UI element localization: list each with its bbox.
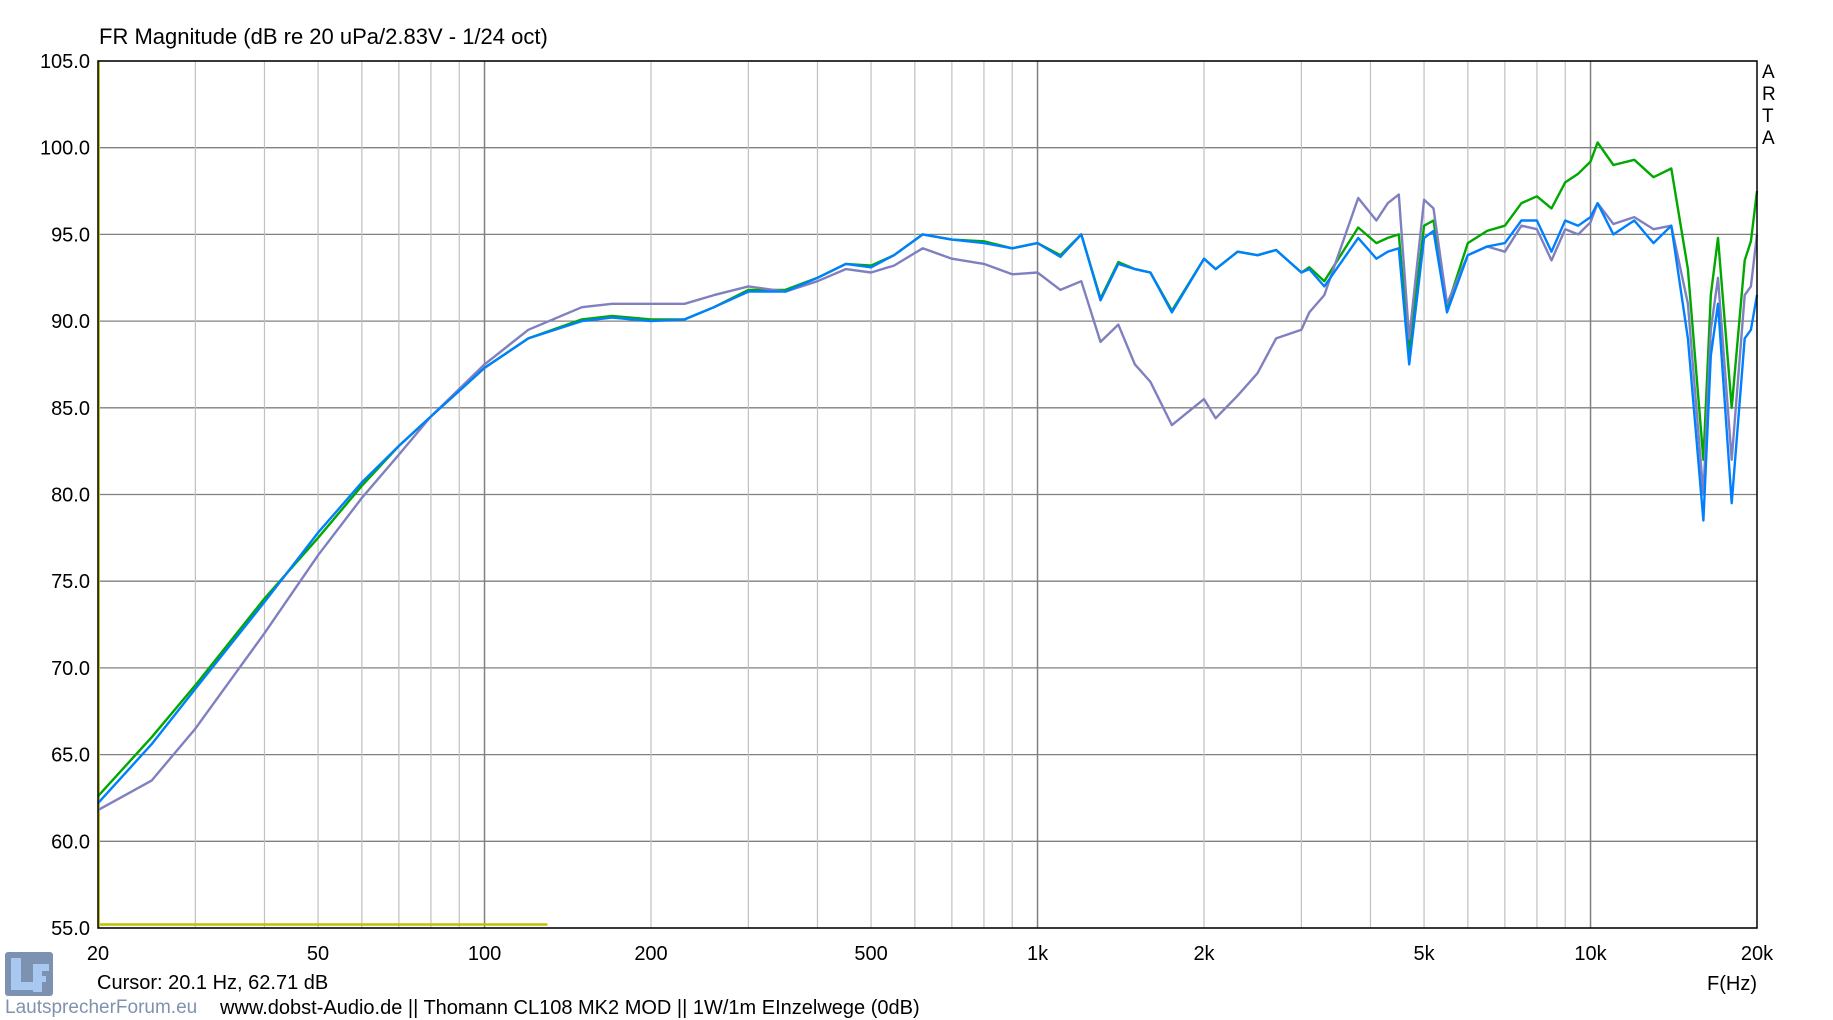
lf-logo: [5, 952, 53, 996]
grid: [98, 60, 1757, 929]
y-tick-label: 100.0: [40, 138, 90, 160]
x-tick-labels: 20 50 100 200 500 1k 2k 5k 10k 20k: [87, 943, 1774, 965]
y-tick-labels: 55.0 60.0 65.0 70.0 75.0 80.0 85.0 90.0 95.0 100.…: [40, 51, 90, 940]
x-tick-label: 500: [854, 943, 887, 965]
y-tick-label: 105.0: [40, 51, 90, 73]
y-tick-label: 75.0: [51, 571, 90, 593]
y-tick-label: 55.0: [51, 918, 90, 940]
y-tick-label: 65.0: [51, 745, 90, 767]
y-tick-label: 90.0: [51, 311, 90, 333]
x-tick-label: 5k: [1413, 943, 1435, 965]
y-tick-label: 80.0: [51, 485, 90, 507]
series-line-2: [97, 193, 1759, 812]
y-tick-label: 95.0: [51, 224, 90, 246]
y-tick-label: 70.0: [51, 658, 90, 680]
x-tick-label: 50: [307, 943, 329, 965]
x-tick-label: 1k: [1027, 943, 1049, 965]
x-tick-label: 20k: [1741, 943, 1774, 965]
x-tick-label: 20: [87, 943, 109, 965]
x-tick-label: 100: [468, 943, 501, 965]
arta-side-label: ARTA: [1762, 62, 1776, 149]
traces: [97, 141, 1759, 926]
series-line-3: [97, 201, 1759, 805]
watermark-text: LautsprecherForum.eu: [5, 997, 198, 1018]
x-tick-label: 10k: [1574, 943, 1607, 965]
y-tick-label: 85.0: [51, 398, 90, 420]
x-tick-label: 200: [634, 943, 667, 965]
x-tick-label: 2k: [1193, 943, 1215, 965]
y-tick-label: 60.0: [51, 831, 90, 853]
cursor-readout: Cursor: 20.1 Hz, 62.71 dB: [97, 972, 329, 994]
chart-title: FR Magnitude (dB re 20 uPa/2.83V - 1/24 …: [99, 24, 548, 49]
x-axis-label: F(Hz): [1707, 973, 1757, 995]
footer-caption: www.dobst-Audio.de || Thomann CL108 MK2 …: [220, 997, 920, 1019]
plot-frame: [97, 60, 1758, 929]
